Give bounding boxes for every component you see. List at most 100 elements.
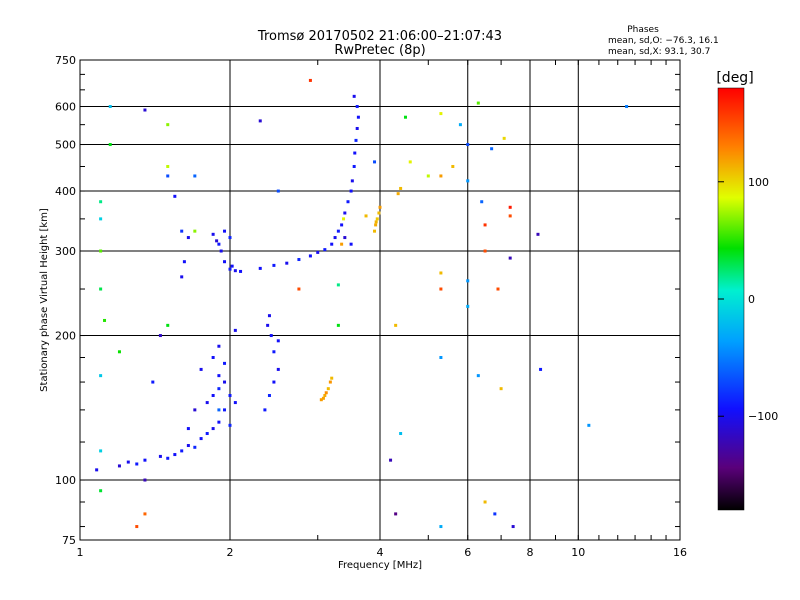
data-point	[99, 449, 103, 453]
data-point	[211, 232, 215, 236]
data-point	[378, 205, 382, 209]
data-point	[336, 229, 340, 233]
data-point	[389, 458, 393, 462]
data-point	[117, 464, 121, 468]
stats-line-x: mean, sd,X: 93.1, 30.7	[608, 47, 710, 57]
data-point	[186, 427, 190, 431]
x-tick-label: 16	[673, 546, 687, 559]
chart-subtitle: RwPretec (8p)	[334, 43, 425, 58]
data-point	[439, 174, 443, 178]
data-point	[375, 217, 379, 221]
data-point	[193, 445, 197, 449]
x-tick-label: 4	[377, 546, 384, 559]
data-point	[180, 449, 184, 453]
grid-lines	[80, 60, 680, 540]
data-point	[377, 211, 381, 215]
data-point	[333, 236, 337, 240]
data-point	[143, 108, 147, 112]
data-point	[330, 242, 334, 246]
data-point	[267, 394, 271, 398]
data-point	[143, 458, 147, 462]
data-point	[223, 229, 227, 233]
data-point	[399, 186, 403, 190]
x-tick-label: 1	[77, 546, 84, 559]
data-point	[269, 334, 273, 338]
data-point	[272, 263, 276, 267]
data-point	[483, 500, 487, 504]
data-point	[267, 314, 271, 318]
data-point	[211, 355, 215, 359]
stats-line-o: mean, sd,O: −76.3, 16.1	[608, 36, 719, 46]
data-point	[394, 512, 398, 516]
data-point	[108, 143, 112, 147]
data-point	[193, 408, 197, 412]
data-point	[330, 376, 334, 380]
data-point	[285, 261, 289, 265]
data-point	[199, 367, 203, 371]
data-point	[173, 194, 177, 198]
stats-header: Phases	[627, 25, 659, 35]
data-point	[439, 525, 443, 529]
data-point	[587, 423, 591, 427]
data-point	[276, 189, 280, 193]
data-point	[239, 269, 243, 273]
data-point	[483, 249, 487, 253]
data-point	[99, 217, 103, 221]
colorbar-tick-label: 100	[748, 176, 769, 189]
data-point	[205, 401, 209, 405]
data-point	[342, 217, 346, 221]
data-point	[135, 462, 139, 466]
data-point	[219, 249, 223, 253]
data-point	[508, 214, 512, 218]
data-point	[186, 444, 190, 448]
y-tick-label: 750	[55, 54, 76, 67]
data-point	[193, 229, 197, 233]
colorbar-ticks: 100 0 −100	[718, 176, 778, 423]
data-point	[263, 408, 267, 412]
data-point	[182, 260, 186, 264]
y-tick-label: 200	[55, 330, 76, 343]
data-point	[466, 143, 470, 147]
x-tick-label: 8	[527, 546, 534, 559]
data-point	[480, 200, 484, 204]
data-point	[408, 160, 412, 164]
data-point	[340, 242, 344, 246]
data-point	[99, 200, 103, 204]
colorbar-tick-label: 0	[748, 293, 755, 306]
data-point	[217, 344, 221, 348]
data-point	[211, 394, 215, 398]
data-point	[374, 220, 378, 224]
data-point	[343, 236, 347, 240]
y-tick-label: 75	[62, 534, 76, 547]
data-point	[316, 250, 320, 254]
data-point	[223, 380, 227, 384]
colorbar-tick-label: −100	[748, 410, 778, 423]
data-point	[230, 264, 234, 268]
data-point	[451, 164, 455, 168]
data-point	[297, 258, 301, 262]
data-point	[352, 164, 356, 168]
data-point	[99, 374, 103, 378]
data-point	[476, 101, 480, 105]
data-point	[297, 287, 301, 291]
data-point	[233, 328, 237, 332]
data-point	[143, 478, 147, 482]
y-tick-label: 600	[55, 101, 76, 114]
data-point	[536, 232, 540, 236]
data-point	[483, 223, 487, 227]
data-point	[308, 78, 312, 82]
data-point	[373, 160, 377, 164]
data-point	[355, 105, 359, 109]
data-point	[103, 318, 107, 322]
data-point	[343, 211, 347, 215]
data-point	[99, 287, 103, 291]
data-point	[217, 242, 221, 246]
data-point	[166, 123, 170, 127]
data-point	[308, 254, 312, 258]
data-point	[180, 275, 184, 279]
data-point	[272, 380, 276, 384]
data-point	[511, 525, 515, 529]
data-point	[364, 214, 368, 218]
data-point	[186, 236, 190, 240]
